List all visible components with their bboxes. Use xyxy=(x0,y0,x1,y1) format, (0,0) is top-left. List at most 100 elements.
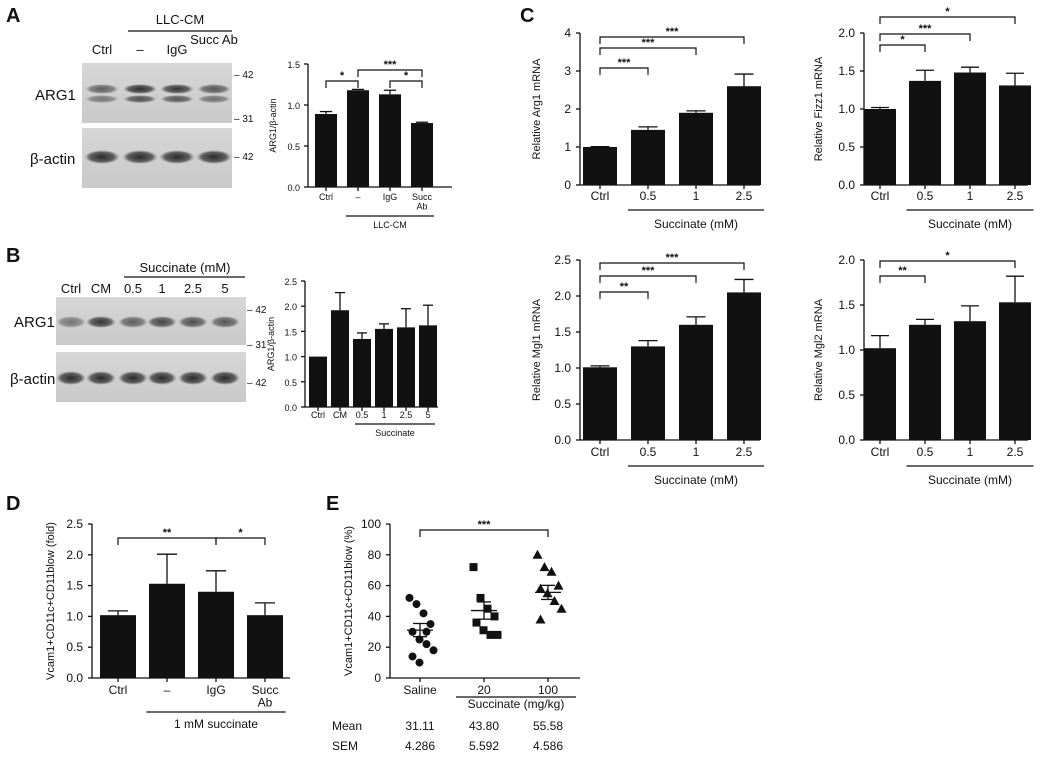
blot-a-actin-band xyxy=(196,150,232,164)
blot-a-arg1-band-lower xyxy=(123,95,157,103)
y-tick-label: 1.0 xyxy=(66,609,83,623)
x-tick-label: 2.5 xyxy=(1007,445,1024,459)
significance-label: * xyxy=(238,527,243,539)
blot-b-actin-mw-42: – 42 xyxy=(247,378,267,389)
x-tick-label: 20 xyxy=(477,683,491,697)
blot-b-protein-actin: β-actin xyxy=(10,371,55,388)
western-blot-a: LLC-CM Ctrl – IgG Succ Ab ARG1 β-actin –… xyxy=(30,12,254,188)
significance-label: *** xyxy=(666,26,680,38)
x-tick-label: 1 xyxy=(381,410,386,420)
bar xyxy=(198,591,234,678)
blot-b-arg1-band xyxy=(210,316,240,328)
significance-bracket xyxy=(215,537,266,545)
y-tick-label: 1.5 xyxy=(66,579,83,593)
bar xyxy=(149,583,185,678)
y-tick-label: 60 xyxy=(368,579,382,593)
bar xyxy=(419,325,437,407)
bar xyxy=(247,615,283,678)
scatter-point xyxy=(469,563,478,572)
blot-b-arg1-band xyxy=(147,316,177,328)
significance-bracket xyxy=(117,537,217,545)
y-tick-label: 2.5 xyxy=(554,253,571,267)
x-tick-label: – xyxy=(164,683,171,697)
y-tick-label: 0 xyxy=(374,671,381,685)
x-tick-label: IgG xyxy=(383,192,398,202)
significance-label: ** xyxy=(898,265,907,277)
x-tick-label: Ctrl xyxy=(871,445,890,459)
bar xyxy=(864,348,896,440)
x-tick-label: IgG xyxy=(206,683,225,697)
blot-b-group-header: Succinate (mM) xyxy=(139,260,230,275)
blot-a-mw-42: – 42 xyxy=(234,70,254,81)
scatter-point xyxy=(539,562,550,572)
group-label: 1 mM succinate xyxy=(174,717,258,731)
scatter-point xyxy=(408,627,417,636)
blot-a-arg1-band-lower xyxy=(160,95,194,103)
blot-a-arg1-band-lower xyxy=(197,95,231,103)
x-tick-label: Ctrl xyxy=(591,189,610,203)
bar xyxy=(999,302,1031,440)
group-label: Succinate (mM) xyxy=(928,217,1012,231)
panel-label-e: E xyxy=(326,493,339,515)
y-axis-title: ARG1/β-actin xyxy=(266,317,276,371)
x-tick-label: 0.5 xyxy=(917,445,934,459)
x-tick-label: 0.5 xyxy=(640,189,657,203)
significance-bracket xyxy=(599,47,697,55)
y-tick-label: 2.0 xyxy=(554,289,571,303)
significance-bracket xyxy=(879,260,1016,268)
blot-a-lane-ctrl: Ctrl xyxy=(92,42,112,57)
stats-sem-20: 5.592 xyxy=(469,739,499,753)
y-tick-label: 0.5 xyxy=(838,388,855,402)
blot-a-group-header: LLC-CM xyxy=(156,12,204,27)
y-tick-label: 1.5 xyxy=(838,64,855,78)
bar xyxy=(331,310,349,407)
panel-label-d: D xyxy=(6,493,20,515)
panel-label-c: C xyxy=(520,5,534,27)
bar xyxy=(309,356,327,407)
y-axis-title: ARG1/β-actin xyxy=(268,98,278,152)
y-tick-label: 0.5 xyxy=(66,640,83,654)
chart-d-vcam1-fold: 0.0 0.5 1.0 1.5 2.0 2.5 Vcam1+CD11c+CD11blow (… xyxy=(45,517,290,731)
group-label: LLC-CM xyxy=(373,220,407,230)
significance-bracket xyxy=(599,67,649,75)
y-tick-label: 1.0 xyxy=(287,101,300,111)
blot-b-lane-label: Ctrl xyxy=(61,281,81,296)
y-tick-label: 0.5 xyxy=(284,378,297,388)
significance-bracket xyxy=(879,33,971,41)
significance-label: *** xyxy=(919,23,933,35)
y-tick-label: 0.0 xyxy=(838,178,855,192)
group-label: Succinate (mM) xyxy=(654,217,738,231)
group-label: Succinate (mM) xyxy=(928,473,1012,487)
scatter-point xyxy=(532,549,543,559)
significance-label: *** xyxy=(666,252,680,264)
significance-label: ** xyxy=(163,527,172,539)
blot-b-arg1-band xyxy=(86,316,116,328)
significance-bracket xyxy=(599,275,697,283)
significance-bracket xyxy=(325,80,359,88)
chart-b-arg1-quant: 0.0 0.5 1.0 1.5 2.0 2.5 ARG1/β-actin Ctrl CM 0.5 1… xyxy=(266,277,438,438)
blot-b-arg1-band xyxy=(178,316,208,328)
significance-label: *** xyxy=(642,37,656,49)
y-tick-label: 80 xyxy=(368,548,382,562)
blot-a-protein-actin: β-actin xyxy=(30,151,75,168)
y-tick-label: 2.5 xyxy=(66,517,83,531)
x-tick-label: Ctrl xyxy=(109,683,128,697)
blot-b-lane-label: CM xyxy=(91,281,111,296)
panel-label-a: A xyxy=(6,5,20,27)
blot-b-mw-42: – 42 xyxy=(247,305,267,316)
x-tick-label: Ctrl xyxy=(871,189,890,203)
x-tick-label: 2.5 xyxy=(736,189,753,203)
group-label: Succinate (mg/kg) xyxy=(468,697,565,711)
y-tick-label: 0.0 xyxy=(66,671,83,685)
chart-c-mgl1-mrna: 0.0 0.5 1.0 1.5 2.0 2.5 Relative Mgl1 mRNA Ctrl… xyxy=(531,252,764,487)
y-tick-label: 1.0 xyxy=(284,353,297,363)
chart-c-arg1-mrna: 0 1 2 3 4 Relative Arg1 mRNA Ctrl 0.5 1 2.5 Succin… xyxy=(531,26,764,231)
blot-a-lane-succab: Succ Ab xyxy=(190,32,238,47)
bar xyxy=(727,86,761,185)
y-tick-label: 1.5 xyxy=(554,325,571,339)
chart-c-fizz1-mrna: 0.0 0.5 1.0 1.5 2.0 Relative Fizz1 mRNA Ctrl 0.… xyxy=(813,6,1034,231)
bar xyxy=(864,109,896,185)
stats-mean-label: Mean xyxy=(332,719,362,733)
y-tick-label: 1 xyxy=(564,140,571,154)
